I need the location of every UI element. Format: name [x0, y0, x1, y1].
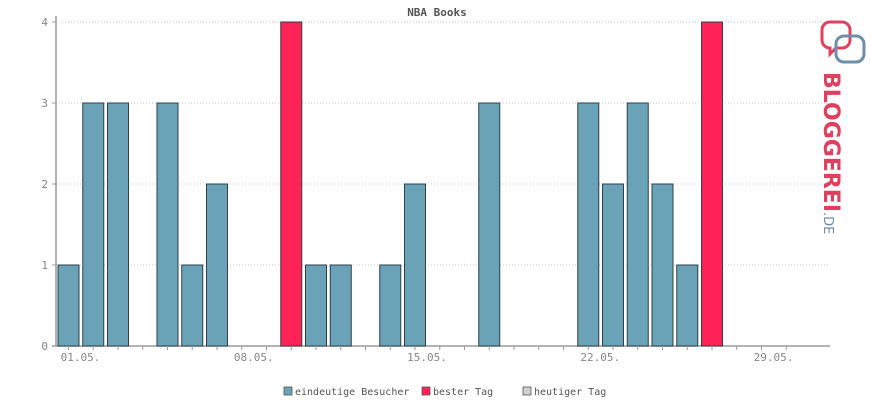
y-tick-label: 4 [41, 16, 48, 29]
legend-item-visitors: eindeutige Besucher [283, 386, 409, 398]
bar-visitors [651, 183, 674, 347]
bar-visitors [156, 102, 179, 347]
x-tick-label: 22.05. [580, 351, 620, 364]
legend: eindeutige Besucher bester Tag heutiger … [283, 386, 606, 398]
bar-visitors [577, 102, 600, 347]
bar-visitors [329, 264, 352, 347]
legend-item-best-day: bester Tag [421, 386, 493, 398]
bar-visitors [206, 183, 228, 347]
bar-visitors [602, 183, 624, 347]
x-tick-label: 01.05. [61, 351, 101, 364]
y-tick-label: 2 [41, 178, 48, 191]
bar-visitors [626, 102, 649, 347]
chart-title: NBA Books [407, 6, 467, 19]
bar-best-day [280, 21, 303, 347]
bar-visitors [404, 183, 426, 347]
bar-visitors [107, 102, 129, 347]
legend-swatch-today [522, 386, 532, 396]
y-axis-ticks: 0 1 2 3 4 [41, 16, 56, 353]
bar-visitors [181, 264, 204, 347]
legend-label-today: heutiger Tag [534, 387, 606, 398]
legend-label-best-day: bester Tag [433, 387, 493, 398]
bar-visitors [379, 264, 402, 347]
logo-text: BLOGGEREI.DE [818, 72, 843, 234]
x-tick-label: 15.05. [407, 351, 447, 364]
x-tick-label: 29.05. [754, 351, 794, 364]
legend-label-visitors: eindeutige Besucher [295, 387, 409, 398]
logo-chat-bubbles-icon [820, 20, 866, 64]
y-tick-label: 1 [41, 259, 48, 272]
x-tick-label: 08.05. [234, 351, 274, 364]
legend-swatch-visitors [283, 386, 293, 396]
legend-swatch-best-day [421, 386, 431, 396]
y-tick-label: 0 [41, 340, 48, 353]
legend-item-today: heutiger Tag [522, 386, 606, 398]
bar-best-day [701, 21, 723, 347]
y-tick-label: 3 [41, 97, 48, 110]
bar-visitors [57, 264, 80, 347]
x-axis-ticks: 01.05. 08.05. 15.05. 22.05. 29.05. [61, 346, 794, 364]
bars [57, 21, 723, 347]
bar-visitors [305, 264, 327, 347]
bar-visitors [478, 102, 501, 347]
bar-visitors [676, 264, 699, 347]
bar-visitors [82, 102, 105, 347]
bloggerei-logo: BLOGGEREI.DE [818, 20, 866, 234]
